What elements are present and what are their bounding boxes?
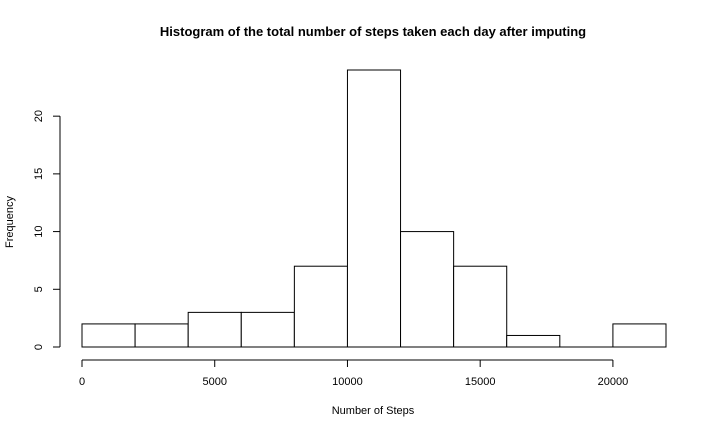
- x-tick-label-15000: 15000: [465, 376, 496, 388]
- y-tick-label-5: 5: [33, 286, 45, 292]
- y-tick-label-15: 15: [33, 168, 45, 180]
- histogram-bar-6: [400, 231, 455, 348]
- histogram-bar-8: [506, 334, 561, 348]
- y-axis: 0 5 10 15 20: [33, 110, 61, 350]
- histogram-bar-10: [612, 323, 667, 348]
- y-tick-label-10: 10: [33, 225, 45, 237]
- histogram-bar-2: [187, 311, 242, 348]
- x-tick-label-20000: 20000: [598, 376, 629, 388]
- x-axis: 0 5000 10000 15000 20000: [79, 359, 629, 388]
- x-axis-label: Number of Steps: [332, 405, 415, 417]
- histogram-bar-0: [81, 323, 136, 348]
- y-tick-label-20: 20: [33, 110, 45, 122]
- histogram-bar-7: [453, 265, 508, 348]
- x-tick-label-5000: 5000: [202, 376, 226, 388]
- histogram-bar-1: [134, 323, 189, 348]
- chart-title: Histogram of the total number of steps t…: [160, 24, 586, 39]
- histogram-bar-5: [346, 69, 402, 348]
- bars-group: [81, 69, 667, 348]
- histogram-bar-3: [240, 311, 295, 348]
- histogram-bar-4: [293, 265, 348, 348]
- x-tick-label-10000: 10000: [332, 376, 363, 388]
- x-tick-label-0: 0: [79, 376, 85, 388]
- y-tick-label-0: 0: [33, 344, 45, 350]
- y-axis-label: Frequency: [4, 196, 16, 248]
